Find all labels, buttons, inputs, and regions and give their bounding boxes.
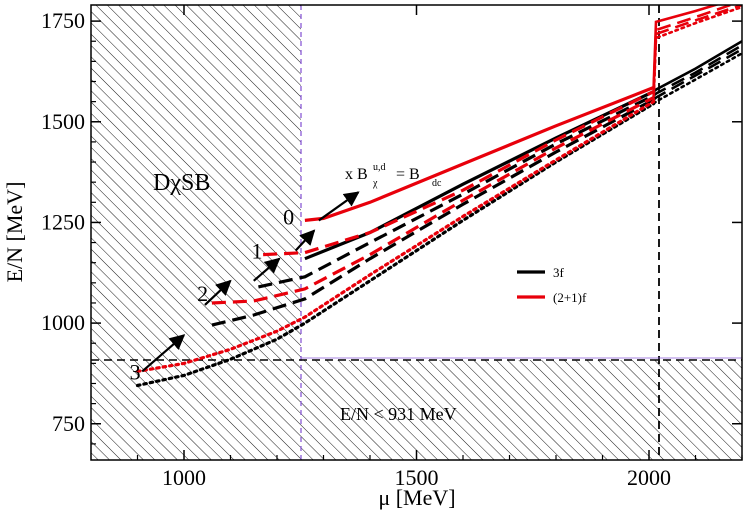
x-tick-label: 2000 [627, 465, 671, 490]
legend-label: 3f [553, 265, 565, 280]
curve-index-label: 3 [130, 359, 141, 384]
annotation-arrow-1 [294, 229, 316, 252]
bag-annotation: x B u,d χ = B dc [345, 162, 442, 189]
series-line-4 [304, 86, 655, 222]
lower-region-label: E/N < 931 MeV [340, 404, 457, 424]
svg-text:= B: = B [396, 166, 420, 183]
dcsb-region [91, 5, 301, 460]
dcsb-label: DχSB [153, 170, 210, 196]
series-line-7 [135, 99, 656, 373]
svg-text:u,d: u,d [373, 162, 386, 173]
series-line-3-high [652, 51, 742, 105]
svg-text:dc: dc [432, 178, 442, 189]
labels-group: 01 2 3 [130, 204, 294, 384]
x-axis-title: μ [MeV] [378, 485, 455, 510]
series-line-5 [263, 90, 655, 257]
y-tick-label: 1000 [41, 310, 85, 335]
curve-index-label: 1 [252, 239, 263, 264]
series-line-3 [135, 102, 656, 388]
curve-index-label: 2 [197, 281, 208, 306]
y-tick-label: 750 [52, 411, 85, 436]
x-tick-label: 1000 [162, 465, 206, 490]
series-line-0 [304, 90, 655, 261]
y-tick-label: 1500 [41, 109, 85, 134]
series-line-0-high [652, 40, 742, 93]
low-energy-region [301, 360, 742, 460]
series-line-2 [211, 98, 655, 327]
series-line-6 [211, 96, 655, 305]
annotation-arrow-2 [253, 257, 281, 282]
series-line-7-high [652, 5, 742, 103]
svg-text:x B: x B [345, 166, 368, 183]
annotation-arrow-3 [204, 279, 232, 306]
svg-text:χ: χ [372, 178, 378, 189]
annotation-arrow-0 [318, 191, 360, 222]
legend: 3f (2+1)f [517, 265, 587, 305]
series-line-1 [258, 94, 655, 289]
y-axis-title: E/N [MeV] [2, 182, 27, 283]
series-line-2-high [652, 48, 742, 101]
series-line-1-high [652, 44, 742, 97]
legend-label: (2+1)f [553, 290, 587, 305]
ticks-group: 1000 1500 2000 750 1000 1250 1500 1750 [41, 5, 743, 490]
annotation-arrow-4 [141, 334, 186, 373]
arrows-group [141, 191, 360, 373]
x-tick-label: 1500 [395, 465, 439, 490]
y-tick-label: 1250 [41, 209, 85, 234]
y-tick-label: 1750 [41, 8, 85, 33]
curve-index-label: 0 [283, 204, 294, 229]
